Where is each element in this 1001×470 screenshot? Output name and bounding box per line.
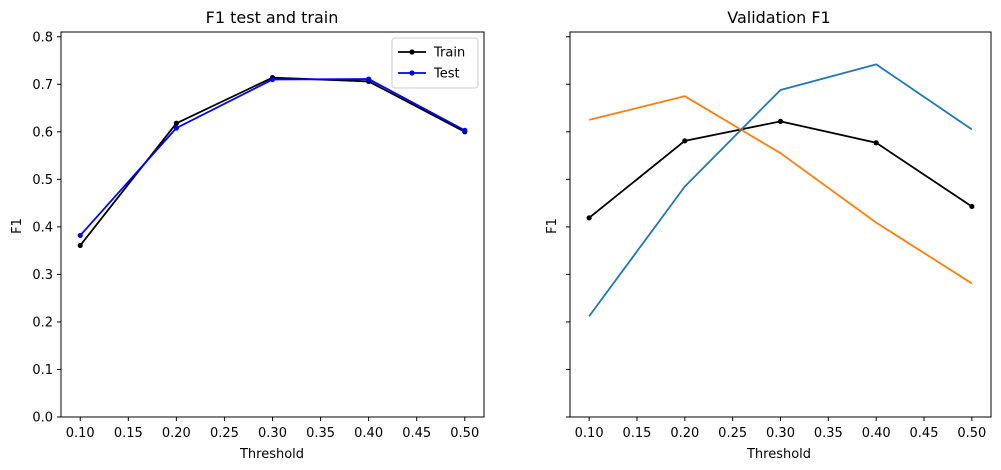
legend-swatch-marker [409,70,415,76]
x-tick-label: 0.30 [258,426,287,441]
chart-panel-f1-test-train: F1 test and train Threshold F1 0.10 0.15 0… [10,8,485,462]
data-point [77,232,83,239]
x-tick-label: 0.20 [162,426,191,441]
data-point [586,215,592,221]
x-tick-label: 0.45 [910,426,939,441]
x-tick-label: 0.20 [670,426,699,441]
x-tick-label: 0.40 [354,426,383,441]
y-tick-label: 0.4 [32,220,53,235]
x-axis-label: Threshold [239,447,304,462]
y-tick-label: 0.0 [32,411,53,426]
data-point [173,120,179,126]
x-tick-label: 0.35 [306,426,335,441]
x-tick-label: 0.40 [862,426,891,441]
y-tick-label: 0.5 [32,173,53,188]
x-tick-label: 0.15 [623,426,652,441]
x-axis-label: Threshold [746,447,811,462]
data-point [462,127,468,133]
x-tick-label: 0.10 [575,426,604,441]
legend: Train Test [391,37,479,89]
y-tick-label: 0.1 [32,363,53,378]
y-tick-label: 0.3 [32,268,53,283]
data-point [777,118,784,124]
data-point [173,125,179,131]
x-tick-label: 0.25 [210,426,239,441]
legend-label: Train [433,46,465,61]
y-tick-label: 0.7 [32,78,53,93]
plot-area: 0.10 0.15 0.20 0.25 0.30 0.35 0.40 0.45 0.50 [566,31,992,441]
y-axis-label: F1 [545,218,560,234]
data-point [682,138,688,144]
x-tick-label: 0.45 [402,426,431,441]
data-point [77,242,83,249]
series-line-series-2 [588,95,973,285]
y-tick-label: 0.2 [32,315,53,330]
data-point [873,140,879,146]
x-tick-label: 0.35 [814,426,843,441]
chart-panel-validation-f1: Validation F1 Threshold F1 0.10 0.15 0.20 0… [545,8,992,462]
y-tick-label: 0.8 [32,30,53,45]
x-tick-label: 0.25 [718,426,747,441]
data-point [969,203,975,210]
data-point [366,76,372,82]
x-tick-label: 0.50 [450,426,479,441]
x-tick-label: 0.30 [766,426,795,441]
data-point [269,76,276,83]
series-line-series-3 [588,63,973,317]
y-tick-label: 0.6 [32,125,53,140]
legend-swatch-marker [409,49,415,55]
legend-label: Test [433,67,460,82]
plot-area: 0.10 0.15 0.20 0.25 0.30 0.35 0.40 0.45 0.50 0.0 0… [32,30,485,441]
chart-title: Validation F1 [727,8,830,27]
x-tick-label: 0.15 [114,426,143,441]
x-tick-label: 0.10 [66,426,95,441]
chart-title: F1 test and train [206,8,339,27]
y-axis-label: F1 [10,218,25,234]
x-tick-label: 0.50 [957,426,986,441]
